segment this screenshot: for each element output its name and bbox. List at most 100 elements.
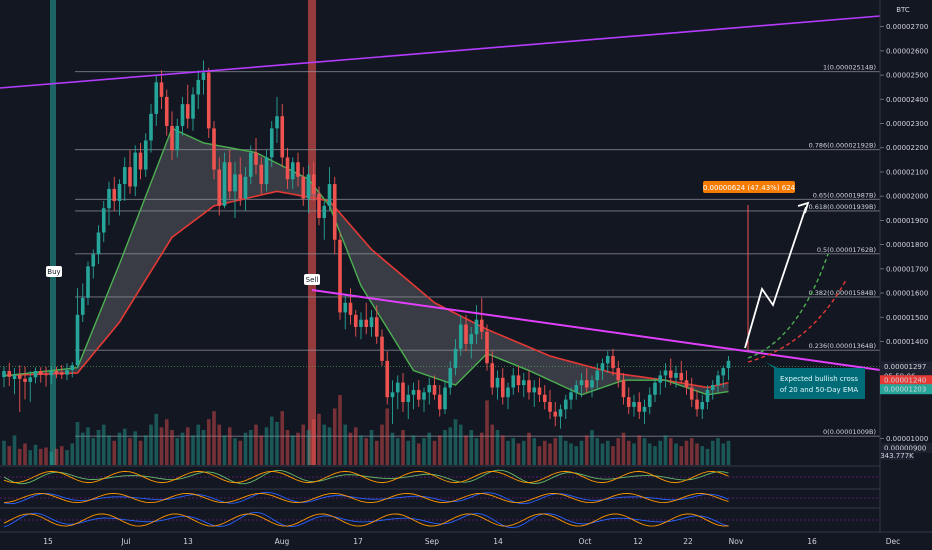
candle-body bbox=[28, 377, 33, 382]
volume-bar bbox=[54, 448, 59, 465]
candle-body bbox=[726, 360, 731, 369]
candle-body bbox=[674, 372, 678, 378]
candle-body bbox=[191, 94, 195, 119]
ema-ribbon-fill bbox=[4, 128, 729, 395]
volume-bar bbox=[180, 432, 185, 465]
candle-body bbox=[605, 356, 610, 364]
candle-body bbox=[180, 104, 185, 126]
candle-body bbox=[621, 380, 626, 398]
candle-body bbox=[59, 372, 64, 375]
volume-bar bbox=[275, 421, 279, 465]
candle-body bbox=[12, 374, 17, 380]
candle-body bbox=[527, 380, 531, 393]
candle-body bbox=[500, 377, 505, 398]
price-tag-label: 0.00001203 bbox=[884, 386, 926, 394]
time-axis-ticks: 15 Jul 13 Aug 17 Sep 14 Oct 12 22 Nov 16 Dec bbox=[43, 537, 900, 546]
volume-bar bbox=[380, 424, 384, 465]
indicator-signal-line bbox=[3, 470, 729, 484]
volume-bar bbox=[726, 440, 731, 465]
candle-body bbox=[422, 392, 426, 400]
indicator-signal-line bbox=[3, 513, 729, 527]
candle-body bbox=[254, 152, 258, 165]
price-tick-label: 0.00002300 bbox=[886, 120, 928, 128]
volume-bar bbox=[264, 427, 269, 465]
candle-body bbox=[390, 392, 395, 398]
candle-body bbox=[49, 371, 54, 376]
volume-bar bbox=[332, 408, 337, 465]
candle-body bbox=[700, 402, 705, 410]
candle-body bbox=[569, 392, 573, 400]
volume-bar bbox=[248, 430, 253, 465]
volume-bar bbox=[406, 440, 411, 465]
candle-body bbox=[96, 232, 101, 255]
candle-body bbox=[217, 169, 222, 206]
candle-body bbox=[653, 382, 657, 395]
volume-bar bbox=[574, 446, 579, 465]
price-tick-label: 0.00001900 bbox=[886, 217, 928, 225]
candle-body bbox=[44, 374, 48, 376]
candle-body bbox=[506, 387, 510, 398]
candle-body bbox=[695, 399, 699, 410]
price-tick-label: 0.00001700 bbox=[886, 265, 928, 273]
projected-ema50 bbox=[747, 279, 847, 363]
volume-bar bbox=[647, 443, 652, 465]
volume-bar bbox=[469, 430, 474, 465]
volume-bar bbox=[558, 435, 563, 465]
long-term-trendline bbox=[0, 15, 881, 89]
volume-bar bbox=[170, 430, 174, 465]
price-tick-label: 0.00002500 bbox=[886, 72, 928, 80]
candle-body bbox=[275, 116, 279, 129]
time-tick-label: 12 bbox=[633, 537, 643, 546]
candle-body bbox=[516, 375, 521, 386]
volume-bar bbox=[700, 446, 705, 465]
volume-bar bbox=[185, 427, 190, 465]
candle-body bbox=[553, 411, 558, 417]
candle-body bbox=[548, 402, 552, 412]
fib-label: 0.618(0.00001939B) bbox=[809, 203, 876, 211]
candle-body bbox=[374, 317, 379, 337]
candle-body bbox=[353, 314, 358, 327]
price-tick-label: 0.00002100 bbox=[886, 168, 928, 176]
candle-body bbox=[75, 314, 80, 366]
volume-bar bbox=[721, 443, 726, 465]
time-tick-label: 15 bbox=[43, 537, 53, 546]
volume-bar bbox=[70, 443, 75, 465]
candle-body bbox=[668, 370, 673, 378]
candle-body bbox=[222, 162, 227, 206]
candle-body bbox=[322, 205, 327, 218]
volume-bar bbox=[490, 424, 495, 465]
candle-body bbox=[364, 319, 369, 327]
volume-bar bbox=[695, 443, 699, 465]
price-tick-label: 0.00001400 bbox=[886, 338, 928, 346]
candle-body bbox=[233, 174, 237, 192]
price-tag-label: 0.00001240 bbox=[884, 377, 926, 385]
volume-bar bbox=[96, 430, 101, 465]
candle-body bbox=[238, 174, 243, 199]
volume-bar bbox=[548, 443, 552, 465]
annotation-line-1: Expected bullish cross bbox=[780, 375, 858, 383]
volume-bar bbox=[359, 435, 363, 465]
price-tick-label: 0.00002400 bbox=[886, 96, 928, 104]
candle-body bbox=[23, 378, 27, 382]
volume-bar bbox=[485, 400, 489, 465]
projection-path bbox=[744, 206, 807, 349]
candle-body bbox=[338, 239, 342, 313]
volume-bar bbox=[301, 424, 306, 465]
candle-body bbox=[201, 72, 206, 80]
volume-bar bbox=[306, 430, 311, 465]
volume-bar bbox=[437, 435, 442, 465]
candle-body bbox=[464, 324, 468, 344]
time-axis-panel[interactable] bbox=[0, 532, 932, 550]
candle-body bbox=[679, 372, 684, 381]
candle-body bbox=[128, 167, 132, 187]
volume-bar bbox=[128, 438, 132, 465]
candle-body bbox=[301, 176, 306, 199]
candle-body bbox=[490, 363, 495, 388]
candle-body bbox=[65, 370, 69, 375]
volume-bar bbox=[317, 413, 321, 465]
volume-bar bbox=[227, 427, 232, 465]
volume-bar bbox=[338, 395, 342, 465]
volume-bar bbox=[448, 427, 453, 465]
time-tick-label: Nov bbox=[729, 537, 744, 546]
